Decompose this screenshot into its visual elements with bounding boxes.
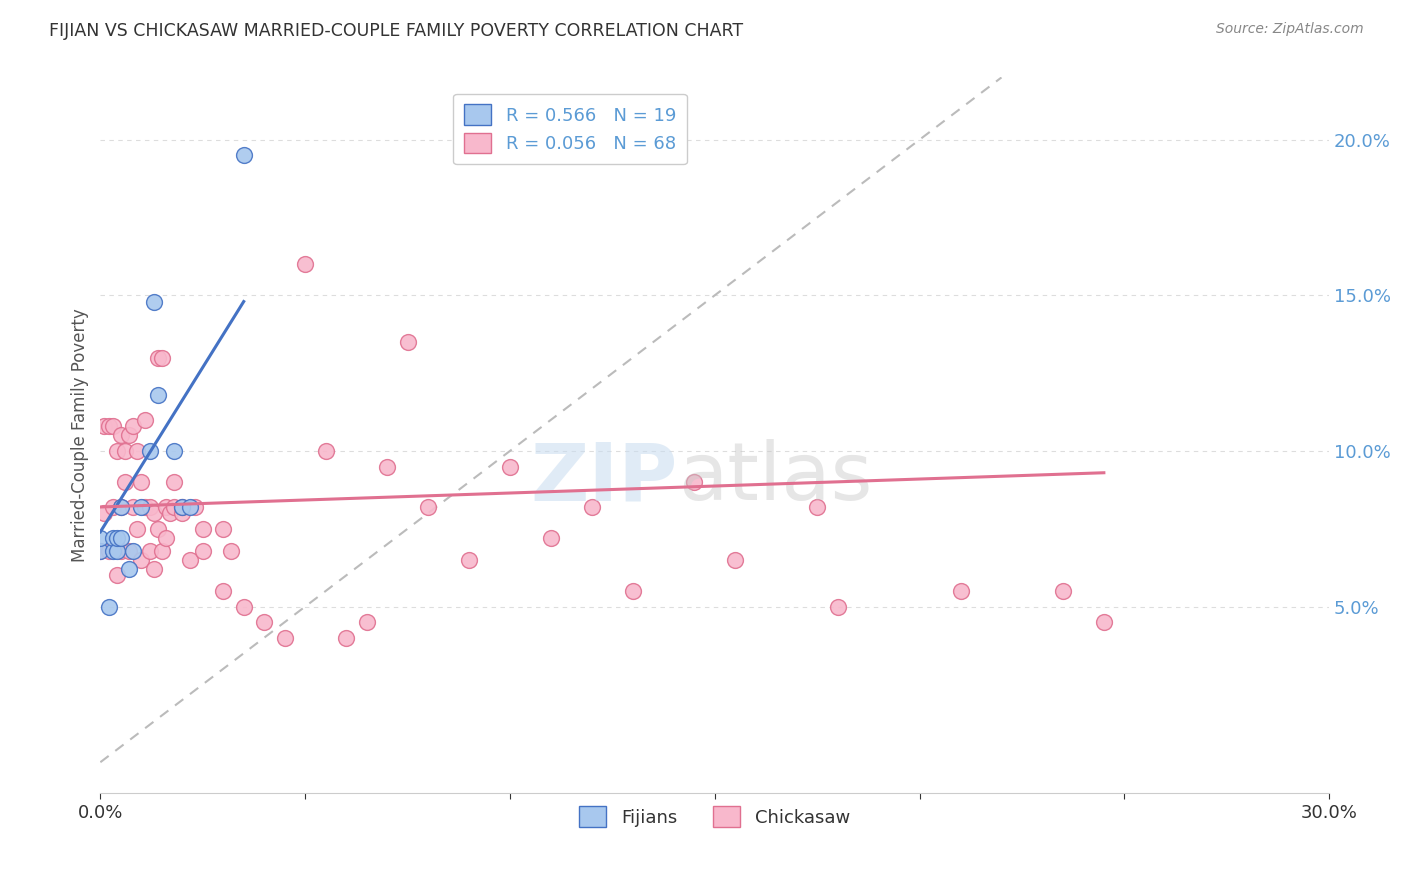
Point (138, 500, 160, 514)
Point (101, 500, 124, 514)
Point (163, 475, 186, 489)
Point (683, 475, 706, 489)
Point (212, 584, 235, 599)
Point (97, 543, 120, 558)
Point (155, 500, 177, 514)
Point (221, 543, 243, 558)
Text: ZIP: ZIP (530, 440, 678, 517)
Text: Source: ZipAtlas.com: Source: ZipAtlas.com (1216, 22, 1364, 37)
Point (138, 543, 160, 558)
Point (105, 531, 128, 545)
Point (540, 531, 562, 545)
Point (458, 553, 481, 567)
Point (127, 444, 149, 458)
Point (97, 419, 120, 434)
Text: atlas: atlas (678, 440, 872, 517)
Point (118, 562, 141, 576)
Point (499, 459, 522, 474)
Point (806, 500, 828, 514)
Point (163, 500, 186, 514)
Point (101, 419, 124, 434)
Point (89, 531, 111, 545)
Point (138, 444, 160, 458)
Point (134, 413, 156, 427)
Point (142, 562, 165, 576)
Point (212, 522, 235, 536)
Point (416, 500, 439, 514)
Point (179, 553, 201, 567)
Point (127, 522, 149, 536)
Point (89, 543, 111, 558)
Point (114, 444, 136, 458)
Point (232, 599, 254, 614)
Point (118, 428, 141, 442)
Point (375, 459, 398, 474)
Y-axis label: Married-Couple Family Poverty: Married-Couple Family Poverty (72, 309, 89, 562)
Point (315, 444, 337, 458)
Point (191, 522, 214, 536)
Point (183, 500, 205, 514)
Point (150, 543, 173, 558)
Point (827, 599, 849, 614)
Point (1092, 615, 1115, 629)
Point (1052, 584, 1074, 599)
Point (621, 584, 644, 599)
Point (150, 351, 173, 365)
Point (253, 615, 276, 629)
Legend: Fijians, Chickasaw: Fijians, Chickasaw (572, 799, 858, 834)
Point (114, 475, 136, 489)
Point (724, 553, 747, 567)
Point (172, 500, 194, 514)
Point (142, 294, 165, 309)
Point (146, 388, 169, 402)
Point (146, 522, 169, 536)
Point (191, 543, 214, 558)
Point (105, 568, 128, 582)
Point (356, 615, 378, 629)
Point (122, 500, 145, 514)
Point (131, 500, 153, 514)
Point (172, 506, 194, 520)
Point (159, 506, 181, 520)
Point (110, 428, 132, 442)
Point (335, 631, 357, 645)
Point (93, 506, 115, 520)
Point (118, 543, 141, 558)
Point (581, 500, 603, 514)
Point (949, 584, 972, 599)
Point (294, 257, 316, 271)
Point (101, 543, 124, 558)
Point (396, 334, 419, 349)
Point (179, 500, 201, 514)
Point (97, 599, 120, 614)
Point (110, 500, 132, 514)
Point (122, 543, 145, 558)
Point (93, 419, 115, 434)
Point (142, 506, 165, 520)
Point (131, 475, 153, 489)
Point (110, 543, 132, 558)
Point (163, 444, 186, 458)
Point (172, 500, 194, 514)
Point (110, 500, 132, 514)
Point (110, 531, 132, 545)
Point (146, 351, 169, 365)
Point (105, 543, 128, 558)
Point (273, 631, 295, 645)
Point (134, 500, 156, 514)
Point (105, 444, 128, 458)
Point (131, 553, 153, 567)
Point (89, 543, 111, 558)
Point (101, 531, 124, 545)
Point (232, 148, 254, 162)
Text: FIJIAN VS CHICKASAW MARRIED-COUPLE FAMILY POVERTY CORRELATION CHART: FIJIAN VS CHICKASAW MARRIED-COUPLE FAMIL… (49, 22, 744, 40)
Point (122, 419, 145, 434)
Point (155, 531, 177, 545)
